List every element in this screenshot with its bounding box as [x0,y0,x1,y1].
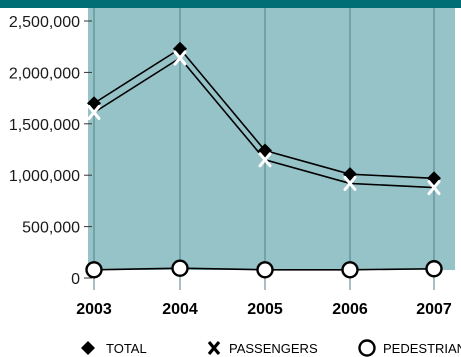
pedestrians-point-2003 [85,261,103,279]
y-tick-label: 500,000 [22,220,80,237]
y-tick-label: 2,500,000 [9,14,80,31]
pedestrians-point-2004 [171,259,189,277]
legend-label: PASSENGERS [229,341,318,356]
top-band [0,0,461,8]
x-marker-stroke [343,175,357,191]
x-tick-label-2007: 2007 [416,301,452,318]
x-tick-label-2005: 2005 [247,301,283,318]
pedestrians-point-2005 [256,261,274,279]
legend-item-pedestrians: PEDESTRIANS [358,339,461,357]
passengers-point-2003 [87,104,101,120]
series-passengers [87,50,441,196]
passengers-point-2007 [427,180,441,196]
y-tick-label: 0 [71,271,80,288]
x-icon [207,340,221,356]
passengers-point-2005 [258,152,272,168]
diamond-icon [81,341,95,355]
x-icon-stroke [207,340,221,356]
plot-area [88,8,455,270]
legend-label: PEDESTRIANS [383,341,461,356]
x-tick-label-2004: 2004 [162,301,198,318]
y-tick-label: 2,000,000 [9,65,80,82]
y-tick-label: 1,000,000 [9,168,80,185]
series-pedestrians [85,259,443,279]
y-tick-label: 1,500,000 [9,117,80,134]
pedestrians-point-2007 [425,260,443,278]
x-marker-stroke [173,50,187,66]
x-axis: 2003 2004 2005 2006 2007 [76,301,452,318]
x-tick-label-2006: 2006 [332,301,368,318]
legend: TOTAL PASSENGERS PEDESTRIANS [81,339,461,357]
x-marker-stroke [427,180,441,196]
passengers-point-2004 [173,50,187,66]
series-layer [85,41,443,279]
y-axis: 0 500,000 1,000,000 1,500,000 2,000,000 2,500… [9,14,92,288]
x-marker-stroke [87,104,101,120]
legend-item-total: TOTAL [81,341,147,356]
circle-icon [358,339,376,357]
legend-label: TOTAL [106,341,147,356]
x-tick-label-2003: 2003 [76,301,112,318]
pedestrians-point-2006 [341,261,359,279]
legend-item-passengers: PASSENGERS [207,340,318,356]
passengers-point-2006 [343,175,357,191]
x-marker-stroke [258,152,272,168]
